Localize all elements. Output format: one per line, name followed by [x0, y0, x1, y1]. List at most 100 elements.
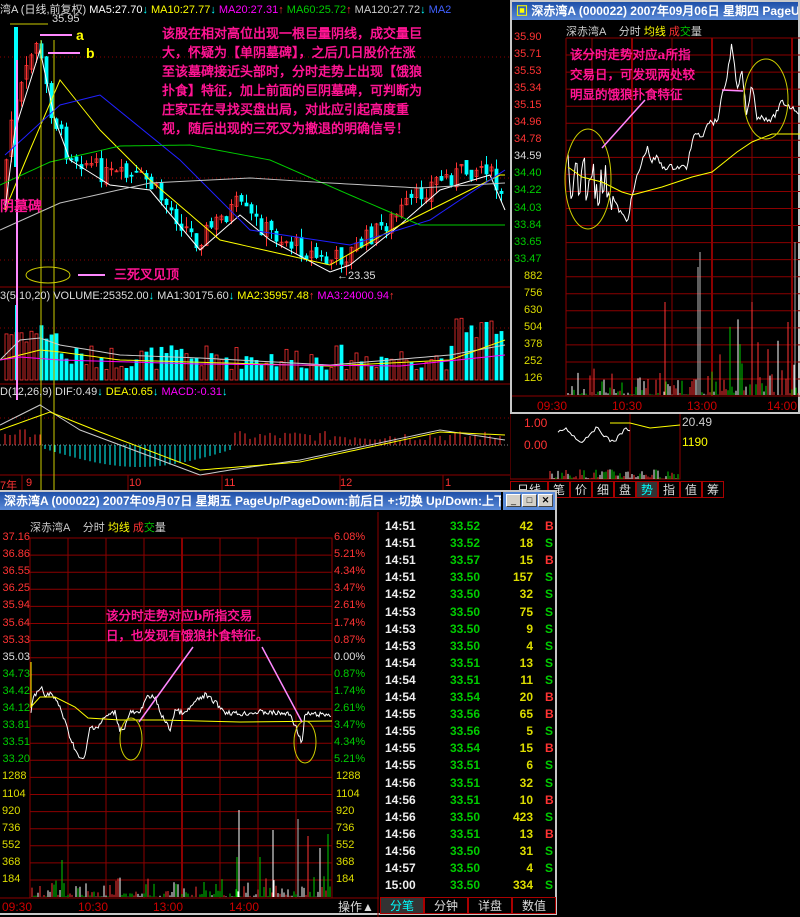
trade-side: S — [545, 672, 554, 687]
volume-bar — [139, 350, 144, 381]
candlestick — [64, 126, 69, 160]
death-cross-circle — [25, 266, 71, 284]
candlestick — [309, 250, 314, 259]
view-tab[interactable]: 盘 — [614, 481, 636, 498]
volume-legend-2: 交 — [679, 26, 691, 38]
low-price-label: ←23.35 — [337, 270, 376, 282]
candlestick — [469, 169, 474, 180]
volume-bar — [354, 352, 359, 381]
candlestick — [329, 259, 334, 264]
volume-bar — [144, 351, 149, 381]
view-tab[interactable]: 细 — [592, 481, 614, 498]
volume-axis-label: 756 — [524, 286, 543, 299]
window-b-subheader: 深赤湾A 分时 均线 成交量 — [30, 519, 166, 535]
marker-b: b — [86, 45, 95, 61]
volume-bar — [159, 346, 164, 381]
trade-time: 14:51 — [385, 553, 416, 568]
volume-axis-label: 920 — [2, 804, 21, 817]
price-axis-label: 34.96 — [514, 116, 542, 129]
intraday-window-a: ▣ 深赤湾A (000022) 2007年09月06日 星期四 PageUp 深… — [510, 0, 800, 414]
price-axis-label: 37.16 — [2, 531, 30, 543]
candlestick — [279, 241, 284, 246]
volume-bar — [474, 337, 479, 381]
candlestick — [464, 160, 469, 175]
trade-tab[interactable]: 详盘 — [468, 897, 512, 914]
volume-bar — [94, 367, 99, 381]
view-tab[interactable]: 值 — [680, 481, 702, 498]
candlestick — [124, 163, 129, 178]
price-axis-label: 34.40 — [514, 167, 542, 180]
volume-bar — [414, 369, 419, 381]
volume-bar — [289, 359, 294, 381]
volume-bar — [129, 366, 134, 381]
trade-tab[interactable]: 分笔 — [380, 897, 424, 914]
candlestick — [114, 170, 119, 173]
trade-volume: 75 — [519, 604, 533, 619]
trade-volume: 13 — [519, 826, 533, 841]
volume-axis-label: 630 — [524, 303, 543, 316]
tab-fenshi[interactable]: 分时 — [82, 522, 105, 534]
candlestick — [289, 241, 294, 249]
candlestick — [499, 190, 504, 194]
trade-time: 14:51 — [385, 519, 416, 533]
price-axis-label: 33.65 — [514, 235, 542, 248]
volume-bar — [359, 361, 364, 381]
view-tab[interactable]: 价 — [570, 481, 592, 498]
operation-menu-button[interactable]: 操作▲ — [338, 900, 374, 914]
volume-bar — [304, 368, 309, 381]
trade-tab[interactable]: 分钟 — [424, 897, 468, 914]
time-axis-label: 14:00 — [229, 900, 260, 914]
trade-side: S — [545, 587, 554, 602]
daily-chart[interactable]: 湾A (日线,前复权) MA5:27.70↓ MA10:27.77↓ MA20:… — [0, 0, 510, 492]
candlestick — [284, 241, 289, 244]
minimize-button[interactable]: _ — [506, 494, 521, 507]
trade-side: S — [545, 861, 554, 875]
trade-side: S — [545, 843, 554, 858]
ma10-value: MA10:27.77 — [151, 4, 211, 16]
trade-time: 14:55 — [385, 707, 416, 722]
trade-side: B — [545, 707, 554, 722]
volume-axis-label: 736 — [2, 821, 21, 834]
time-axis-label: 14:00 — [767, 399, 798, 413]
window-a-title[interactable]: ▣ 深赤湾A (000022) 2007年09月06日 星期四 PageUp — [512, 2, 798, 20]
volume-bar — [374, 367, 379, 381]
volume-bar — [459, 317, 464, 381]
volume-axis-label: 504 — [524, 320, 543, 333]
tab-fenshi[interactable]: 分时 — [618, 26, 641, 38]
trade-price: 33.51 — [450, 655, 481, 670]
price-axis-label: 35.71 — [514, 48, 542, 61]
macd-dif: DIF:0.49 — [55, 386, 98, 398]
trade-row: 14:56 33.50 423 S — [379, 809, 553, 826]
volume-bar — [484, 321, 489, 381]
daily-annotation: 该股在相对高位出现一根巨量阴线，成交量巨 大，怀疑为【单阴墓碑】，之后几日股价在… — [162, 25, 422, 139]
trade-volume: 11 — [520, 672, 533, 687]
trade-volume: 13 — [519, 655, 533, 670]
trade-tab[interactable]: 数值 — [512, 897, 556, 914]
trade-side: S — [545, 638, 554, 653]
trade-row: 14:56 33.50 31 S — [379, 843, 553, 860]
trade-volume: 31 — [519, 843, 533, 858]
volume-ma1-line — [0, 337, 506, 366]
price-axis-label: 35.90 — [514, 31, 542, 43]
trade-list[interactable]: 14:51 33.52 42 B 14:51 33.52 18 S 14:51 33.57 15 B 1… — [379, 512, 559, 897]
candlestick — [434, 177, 439, 185]
volume-bar — [24, 341, 29, 381]
trade-time: 14:54 — [385, 690, 416, 704]
view-tab[interactable]: 势 — [636, 481, 658, 498]
maximize-button[interactable]: □ — [522, 494, 537, 507]
view-tab[interactable]: 筹 — [702, 481, 724, 498]
percent-axis-label: 4.34% — [334, 736, 366, 749]
candlestick — [334, 249, 339, 259]
view-tab[interactable]: 指 — [658, 481, 680, 498]
volume-legend-2: 交 — [143, 522, 155, 534]
volume-bar — [209, 353, 214, 381]
candlestick — [244, 202, 249, 207]
volume-legend-3: 量 — [690, 26, 702, 38]
trade-side: B — [545, 690, 554, 704]
volume-bar — [124, 367, 129, 381]
trade-price: 33.57 — [450, 553, 481, 568]
window-b-title[interactable]: 深赤湾A (000022) 2007年09月07日 星期五 PageUp/Pag… — [0, 492, 501, 510]
candlestick — [269, 220, 274, 231]
close-button[interactable]: ✕ — [538, 494, 553, 507]
average-price-line — [567, 133, 800, 196]
